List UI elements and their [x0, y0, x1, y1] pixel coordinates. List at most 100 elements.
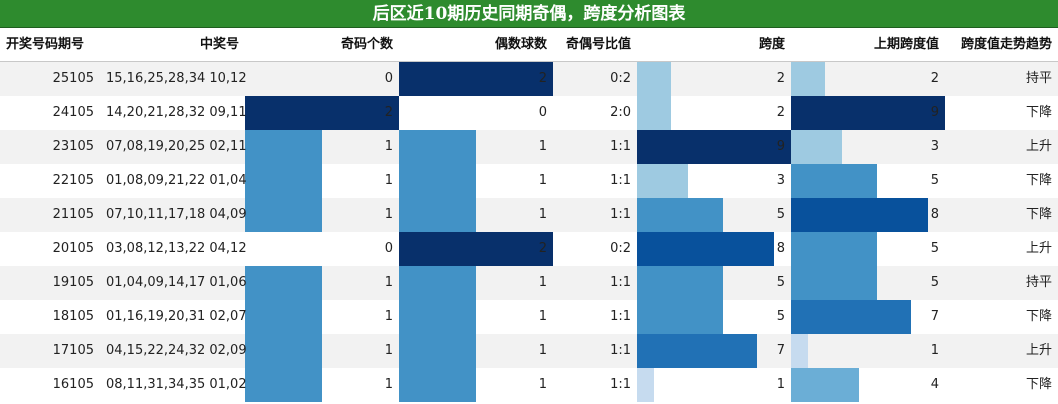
- trend-cell: 下降: [1025, 377, 1052, 392]
- span-bar: [637, 266, 723, 300]
- period-cell: 21105: [52, 207, 94, 222]
- odd-count-bar: [245, 300, 322, 334]
- table-row: 24105 14,20,21,28,32 09,11 2 0 2:0 2 9 下降: [0, 96, 1058, 130]
- even-count-label: 1: [538, 309, 547, 324]
- prev-span-label: 3: [930, 139, 939, 154]
- prev-span-bar: [791, 334, 808, 368]
- period-cell: 18105: [52, 309, 94, 324]
- table-row: 16105 08,11,31,34,35 01,02 1 1 1:1 1 4 下降: [0, 368, 1058, 402]
- header-ratio: 奇偶号比值: [565, 37, 631, 52]
- numbers-cell: 08,11,31,34,35 01,02: [106, 377, 247, 392]
- even-count-label: 1: [538, 275, 547, 290]
- even-count-bar: [399, 164, 476, 198]
- trend-cell: 上升: [1025, 343, 1052, 358]
- odd-count-label: 1: [384, 377, 393, 392]
- span-label: 5: [776, 207, 785, 222]
- table-row: 25105 15,16,25,28,34 10,12 0 2 0:2 2 2 持平: [0, 62, 1058, 96]
- span-label: 5: [776, 275, 785, 290]
- header-odd-count: 奇码个数: [340, 37, 393, 52]
- numbers-cell: 14,20,21,28,32 09,11: [106, 105, 247, 120]
- odd-count-bar: [245, 198, 322, 232]
- ratio-cell: 1:1: [610, 275, 631, 290]
- numbers-cell: 03,08,12,13,22 04,12: [106, 241, 247, 256]
- odd-count-bar: [245, 130, 322, 164]
- period-cell: 22105: [52, 173, 94, 188]
- numbers-cell: 01,08,09,21,22 01,04: [106, 173, 247, 188]
- odd-count-label: 1: [384, 309, 393, 324]
- ratio-cell: 1:1: [610, 377, 631, 392]
- table-row: 23105 07,08,19,20,25 02,11 1 1 1:1 9 3 上升: [0, 130, 1058, 164]
- even-count-label: 1: [538, 173, 547, 188]
- even-count-bar: [399, 62, 553, 96]
- span-label: 2: [776, 105, 785, 120]
- span-bar: [637, 198, 723, 232]
- span-bar: [637, 164, 688, 198]
- span-label: 7: [776, 343, 785, 358]
- chart-title: 后区近10期历史同期奇偶，跨度分析图表: [0, 0, 1058, 28]
- even-count-bar: [399, 334, 476, 368]
- ratio-cell: 1:1: [610, 207, 631, 222]
- span-label: 1: [776, 377, 785, 392]
- prev-span-bar: [791, 266, 877, 300]
- odd-count-label: 2: [384, 105, 393, 120]
- prev-span-label: 4: [930, 377, 939, 392]
- span-label: 8: [776, 241, 785, 256]
- trend-cell: 下降: [1025, 173, 1052, 188]
- prev-span-label: 5: [930, 173, 939, 188]
- span-bar: [637, 62, 671, 96]
- odd-count-label: 1: [384, 343, 393, 358]
- span-label: 2: [776, 71, 785, 86]
- table-row: 17105 04,15,22,24,32 02,09 1 1 1:1 7 1 上升: [0, 334, 1058, 368]
- odd-count-bar: [245, 368, 322, 402]
- even-count-label: 2: [538, 71, 547, 86]
- table-row: 18105 01,16,19,20,31 02,07 1 1 1:1 5 7 下降: [0, 300, 1058, 334]
- period-cell: 24105: [52, 105, 94, 120]
- span-bar: [637, 232, 774, 266]
- trend-cell: 上升: [1025, 241, 1052, 256]
- odd-count-label: 1: [384, 207, 393, 222]
- period-cell: 19105: [52, 275, 94, 290]
- ratio-cell: 0:2: [610, 241, 631, 256]
- even-count-bar: [399, 266, 476, 300]
- table-header: 开奖号码期号 中奖号 奇码个数 偶数球数 奇偶号比值 跨度 上期跨度值 跨度值走…: [0, 28, 1058, 62]
- ratio-cell: 0:2: [610, 71, 631, 86]
- trend-cell: 下降: [1025, 105, 1052, 120]
- header-span: 跨度: [758, 37, 785, 52]
- table-row: 19105 01,04,09,14,17 01,06 1 1 1:1 5 5 持平: [0, 266, 1058, 300]
- span-label: 5: [776, 309, 785, 324]
- prev-span-bar: [791, 232, 877, 266]
- even-count-label: 1: [538, 377, 547, 392]
- span-label: 9: [776, 139, 785, 154]
- odd-count-label: 1: [384, 173, 393, 188]
- even-count-label: 2: [538, 241, 547, 256]
- even-count-label: 0: [538, 105, 547, 120]
- even-count-label: 1: [538, 343, 547, 358]
- header-numbers: 中奖号: [199, 37, 239, 52]
- ratio-cell: 1:1: [610, 139, 631, 154]
- odd-count-bar: [245, 96, 399, 130]
- header-period: 开奖号码期号: [6, 37, 85, 52]
- period-cell: 23105: [52, 139, 94, 154]
- prev-span-bar: [791, 368, 859, 402]
- even-count-bar: [399, 198, 476, 232]
- prev-span-label: 7: [930, 309, 939, 324]
- span-bar: [637, 334, 757, 368]
- odd-count-label: 0: [384, 241, 393, 256]
- span-bar: [637, 368, 654, 402]
- prev-span-bar: [791, 96, 945, 130]
- numbers-cell: 15,16,25,28,34 10,12: [106, 71, 247, 86]
- even-count-bar: [399, 300, 476, 334]
- trend-cell: 下降: [1025, 309, 1052, 324]
- trend-cell: 持平: [1025, 275, 1052, 290]
- header-prev-span: 上期跨度值: [873, 37, 939, 52]
- period-cell: 17105: [52, 343, 94, 358]
- header-even-count: 偶数球数: [494, 37, 547, 52]
- prev-span-label: 8: [930, 207, 939, 222]
- table-body: 2 5 1 0 5 15,16,25,28,34 10,12 0 2 0:2 2 2 持平 24105 1…: [0, 62, 1058, 404]
- span-bar: [637, 130, 791, 164]
- prev-span-bar: [791, 130, 842, 164]
- prev-span-bar: [791, 164, 877, 198]
- ratio-cell: 2:0: [610, 105, 631, 120]
- span-label: 3: [776, 173, 785, 188]
- period-cell: 16105: [52, 377, 94, 392]
